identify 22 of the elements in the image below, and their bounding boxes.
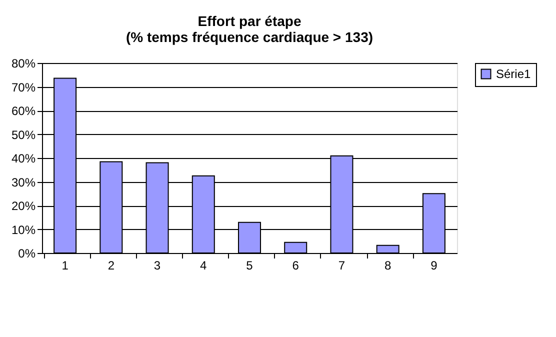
y-tick-label: 0% xyxy=(18,246,36,260)
y-tick-label: 80% xyxy=(11,56,36,70)
y-tick-label: 30% xyxy=(11,175,36,190)
y-tick-label: 50% xyxy=(11,128,36,142)
x-tick-label: 4 xyxy=(200,258,208,272)
x-tick-label: 9 xyxy=(430,258,438,272)
legend-label: Série1 xyxy=(496,67,532,81)
x-tick-label: 3 xyxy=(154,258,161,272)
x-tick-label: 5 xyxy=(246,258,254,272)
y-tick-label: 70% xyxy=(11,80,36,94)
y-tick-label: 10% xyxy=(11,222,36,237)
x-tick-label: 8 xyxy=(384,258,392,272)
chart-title: Effort par étape (% temps fréquence cardiaque > 133) xyxy=(126,13,374,45)
bar xyxy=(376,244,400,254)
y-tick-label: 60% xyxy=(11,104,36,118)
bar xyxy=(284,242,308,254)
y-tick-label: 20% xyxy=(11,199,36,213)
x-tick-label: 7 xyxy=(338,258,346,272)
y-tick-label: 40% xyxy=(11,152,36,166)
x-tick-label: 2 xyxy=(108,258,115,272)
x-tick-label: 1 xyxy=(62,258,69,272)
x-tick-label: 6 xyxy=(292,258,300,272)
